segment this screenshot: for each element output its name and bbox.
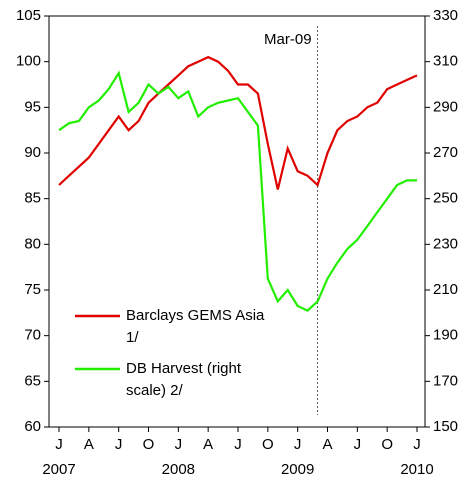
y-tick-label: 75	[24, 281, 41, 298]
x-year-label: 2009	[281, 461, 314, 478]
x-tick-label: J	[115, 436, 123, 453]
x-year-label: 2010	[400, 461, 433, 478]
y-tick-label: 90	[24, 144, 41, 161]
y-tick-label: 70	[24, 327, 41, 344]
x-tick-label: A	[84, 436, 94, 453]
x-tick-label: O	[381, 436, 393, 453]
y2-tick-label: 310	[433, 53, 458, 70]
y2-tick-label: 150	[433, 418, 458, 435]
plot-frame	[48, 15, 426, 428]
legend-item: Barclays GEMS Asia 1/	[126, 307, 265, 346]
y2-tick-label: 250	[433, 190, 458, 207]
x-year-label: 2007	[42, 461, 75, 478]
x-tick-label: J	[175, 436, 183, 453]
y2-tick-label: 270	[433, 144, 458, 161]
series-line	[58, 55, 418, 190]
x-tick-label: J	[354, 436, 362, 453]
y2-tick-label: 210	[433, 281, 458, 298]
x-year-label: 2008	[162, 461, 195, 478]
legend-item: DB Harvest (right scale) 2/	[126, 360, 242, 399]
y-tick-label: 100	[16, 53, 41, 70]
y-tick-label: 105	[16, 7, 41, 24]
y2-tick-label: 290	[433, 98, 458, 115]
y-tick-label: 65	[24, 372, 41, 389]
x-tick-label: J	[294, 436, 302, 453]
y2-tick-label: 330	[433, 7, 458, 24]
y2-tick-label: 230	[433, 235, 458, 252]
y-tick-label: 95	[24, 98, 41, 115]
x-tick-label: J	[55, 436, 63, 453]
x-tick-label: J	[234, 436, 242, 453]
annotation-text: Mar-09	[264, 31, 312, 48]
y2-tick-label: 170	[433, 372, 458, 389]
y2-tick-label: 190	[433, 327, 458, 344]
x-tick-label: O	[143, 436, 155, 453]
x-tick-label: O	[262, 436, 274, 453]
legend-label: DB Harvest (right scale) 2/	[126, 360, 242, 399]
y-tick-label: 85	[24, 190, 41, 207]
y-tick-label: 60	[24, 418, 41, 435]
x-tick-label: A	[203, 436, 213, 453]
x-tick-label: J	[413, 436, 421, 453]
x-tick-label: A	[322, 436, 332, 453]
series-line	[58, 70, 417, 312]
y-tick-label: 80	[24, 235, 41, 252]
legend-label: Barclays GEMS Asia 1/	[126, 307, 265, 346]
